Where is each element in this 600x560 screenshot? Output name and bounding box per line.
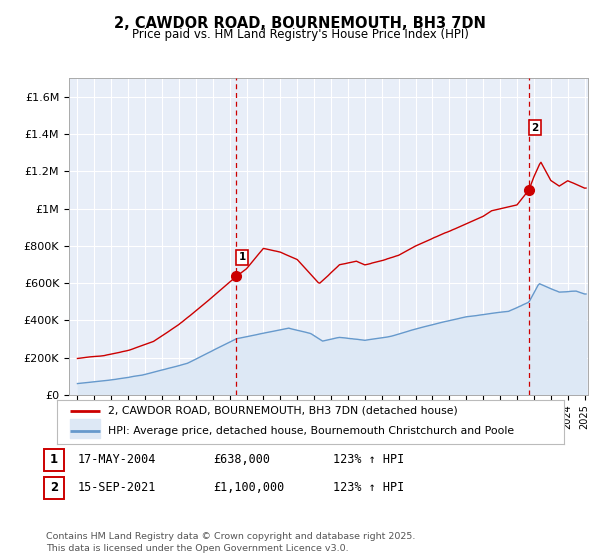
Text: 2: 2: [50, 481, 58, 494]
Text: 1: 1: [239, 252, 246, 262]
Text: 123% ↑ HPI: 123% ↑ HPI: [333, 481, 404, 494]
Text: 123% ↑ HPI: 123% ↑ HPI: [333, 453, 404, 466]
Text: 2, CAWDOR ROAD, BOURNEMOUTH, BH3 7DN (detached house): 2, CAWDOR ROAD, BOURNEMOUTH, BH3 7DN (de…: [108, 406, 457, 416]
Text: 2: 2: [532, 123, 539, 133]
Text: 1: 1: [50, 453, 58, 466]
Text: 15-SEP-2021: 15-SEP-2021: [78, 481, 157, 494]
Text: Price paid vs. HM Land Registry's House Price Index (HPI): Price paid vs. HM Land Registry's House …: [131, 28, 469, 41]
Text: 2, CAWDOR ROAD, BOURNEMOUTH, BH3 7DN: 2, CAWDOR ROAD, BOURNEMOUTH, BH3 7DN: [114, 16, 486, 31]
Text: HPI: Average price, detached house, Bournemouth Christchurch and Poole: HPI: Average price, detached house, Bour…: [108, 426, 514, 436]
Text: 17-MAY-2004: 17-MAY-2004: [78, 453, 157, 466]
Text: £638,000: £638,000: [213, 453, 270, 466]
Text: Contains HM Land Registry data © Crown copyright and database right 2025.
This d: Contains HM Land Registry data © Crown c…: [46, 532, 415, 553]
Text: £1,100,000: £1,100,000: [213, 481, 284, 494]
